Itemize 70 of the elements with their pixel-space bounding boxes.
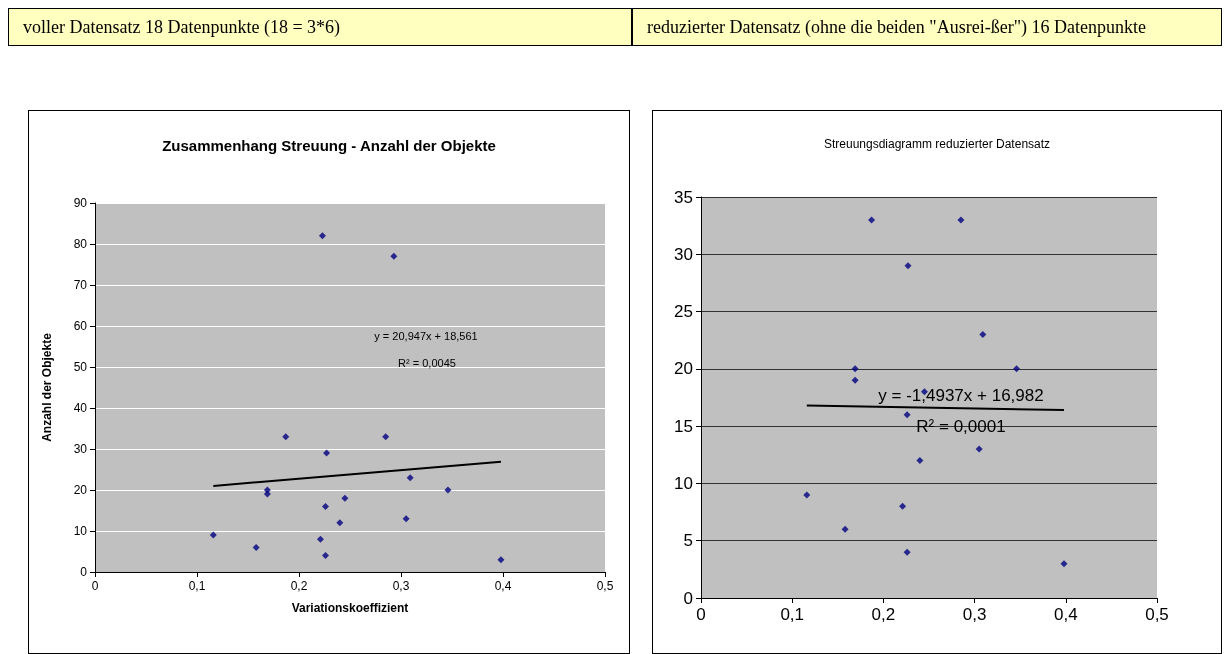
point bbox=[899, 502, 907, 510]
annotation: R² = 0,0045 bbox=[398, 357, 456, 369]
point bbox=[916, 457, 924, 465]
y-tick-label: 90 bbox=[73, 196, 88, 210]
y-tick-label: 35 bbox=[674, 187, 693, 207]
y-tick-label: 70 bbox=[73, 278, 88, 292]
x-tick-label: 0,2 bbox=[871, 605, 896, 624]
x-tick-label: 0,1 bbox=[188, 579, 206, 593]
y-tick-label: 25 bbox=[674, 302, 693, 322]
point bbox=[851, 365, 859, 373]
y-tick-label: 40 bbox=[73, 401, 88, 415]
point bbox=[406, 474, 414, 482]
x-tick-label: 0 bbox=[696, 605, 706, 624]
x-tick-label: 0,5 bbox=[596, 579, 614, 593]
point bbox=[341, 494, 349, 502]
point bbox=[904, 262, 912, 270]
x-tick-label: 0,3 bbox=[392, 579, 410, 593]
y-tick-label: 0 bbox=[80, 565, 88, 579]
y-tick-label: 20 bbox=[674, 359, 693, 379]
x-tick-label: 0,3 bbox=[962, 605, 987, 624]
point bbox=[444, 486, 452, 494]
point bbox=[1013, 365, 1021, 373]
point bbox=[868, 216, 876, 224]
x-tick-label: 0,1 bbox=[780, 605, 805, 624]
y-tick-label: 10 bbox=[73, 524, 88, 538]
point bbox=[803, 491, 811, 499]
x-tick-label: 0,4 bbox=[494, 579, 512, 593]
y-tick-label: 30 bbox=[674, 244, 693, 264]
point bbox=[252, 543, 260, 551]
annotation: y = -1,4937x + 16,982 bbox=[878, 385, 1044, 405]
point bbox=[841, 525, 849, 533]
point bbox=[316, 535, 324, 543]
chart-title: Streuungsdiagramm reduzierter Datensatz bbox=[823, 137, 1051, 151]
chart-title: Zusammenhang Streuung - Anzahl der Objekte bbox=[162, 137, 496, 154]
annotation: y = 20,947x + 18,561 bbox=[374, 330, 478, 342]
point bbox=[282, 433, 290, 441]
point bbox=[323, 449, 331, 457]
point bbox=[336, 519, 344, 527]
point bbox=[382, 433, 390, 441]
point bbox=[390, 252, 398, 260]
point bbox=[322, 552, 330, 560]
y-tick-label: 10 bbox=[674, 473, 693, 493]
point bbox=[1060, 560, 1068, 568]
point bbox=[263, 490, 271, 498]
y-axis-title: Anzahl der Objekte bbox=[40, 332, 54, 442]
point bbox=[903, 411, 911, 419]
point bbox=[957, 216, 965, 224]
x-tick-label: 0 bbox=[91, 579, 99, 593]
x-tick-label: 0,4 bbox=[1053, 605, 1078, 624]
y-tick-label: 30 bbox=[73, 442, 88, 456]
chart-subtitle: reduzierter Datensatz (ohne die beiden "Ausrei-ßer") 16 Datenpunkte bbox=[632, 8, 1222, 46]
point bbox=[975, 445, 983, 453]
point bbox=[903, 548, 911, 556]
y-tick-label: 80 bbox=[73, 237, 88, 251]
point bbox=[402, 515, 410, 523]
point bbox=[979, 330, 987, 338]
point bbox=[318, 232, 326, 240]
point bbox=[497, 556, 505, 564]
y-tick-label: 50 bbox=[73, 360, 88, 374]
x-axis-title: Variationskoeffizient bbox=[291, 601, 409, 615]
point bbox=[851, 376, 859, 384]
y-tick-label: 20 bbox=[73, 483, 88, 497]
y-tick-label: 60 bbox=[73, 319, 88, 333]
y-tick-label: 5 bbox=[683, 531, 693, 551]
point bbox=[209, 531, 217, 539]
x-tick-label: 0,2 bbox=[290, 579, 308, 593]
chart-subtitle: voller Datensatz 18 Datenpunkte (18 = 3*6) bbox=[8, 8, 632, 46]
y-tick-label: 15 bbox=[674, 416, 693, 436]
x-tick-label: 0,5 bbox=[1145, 605, 1169, 624]
point bbox=[322, 502, 330, 510]
